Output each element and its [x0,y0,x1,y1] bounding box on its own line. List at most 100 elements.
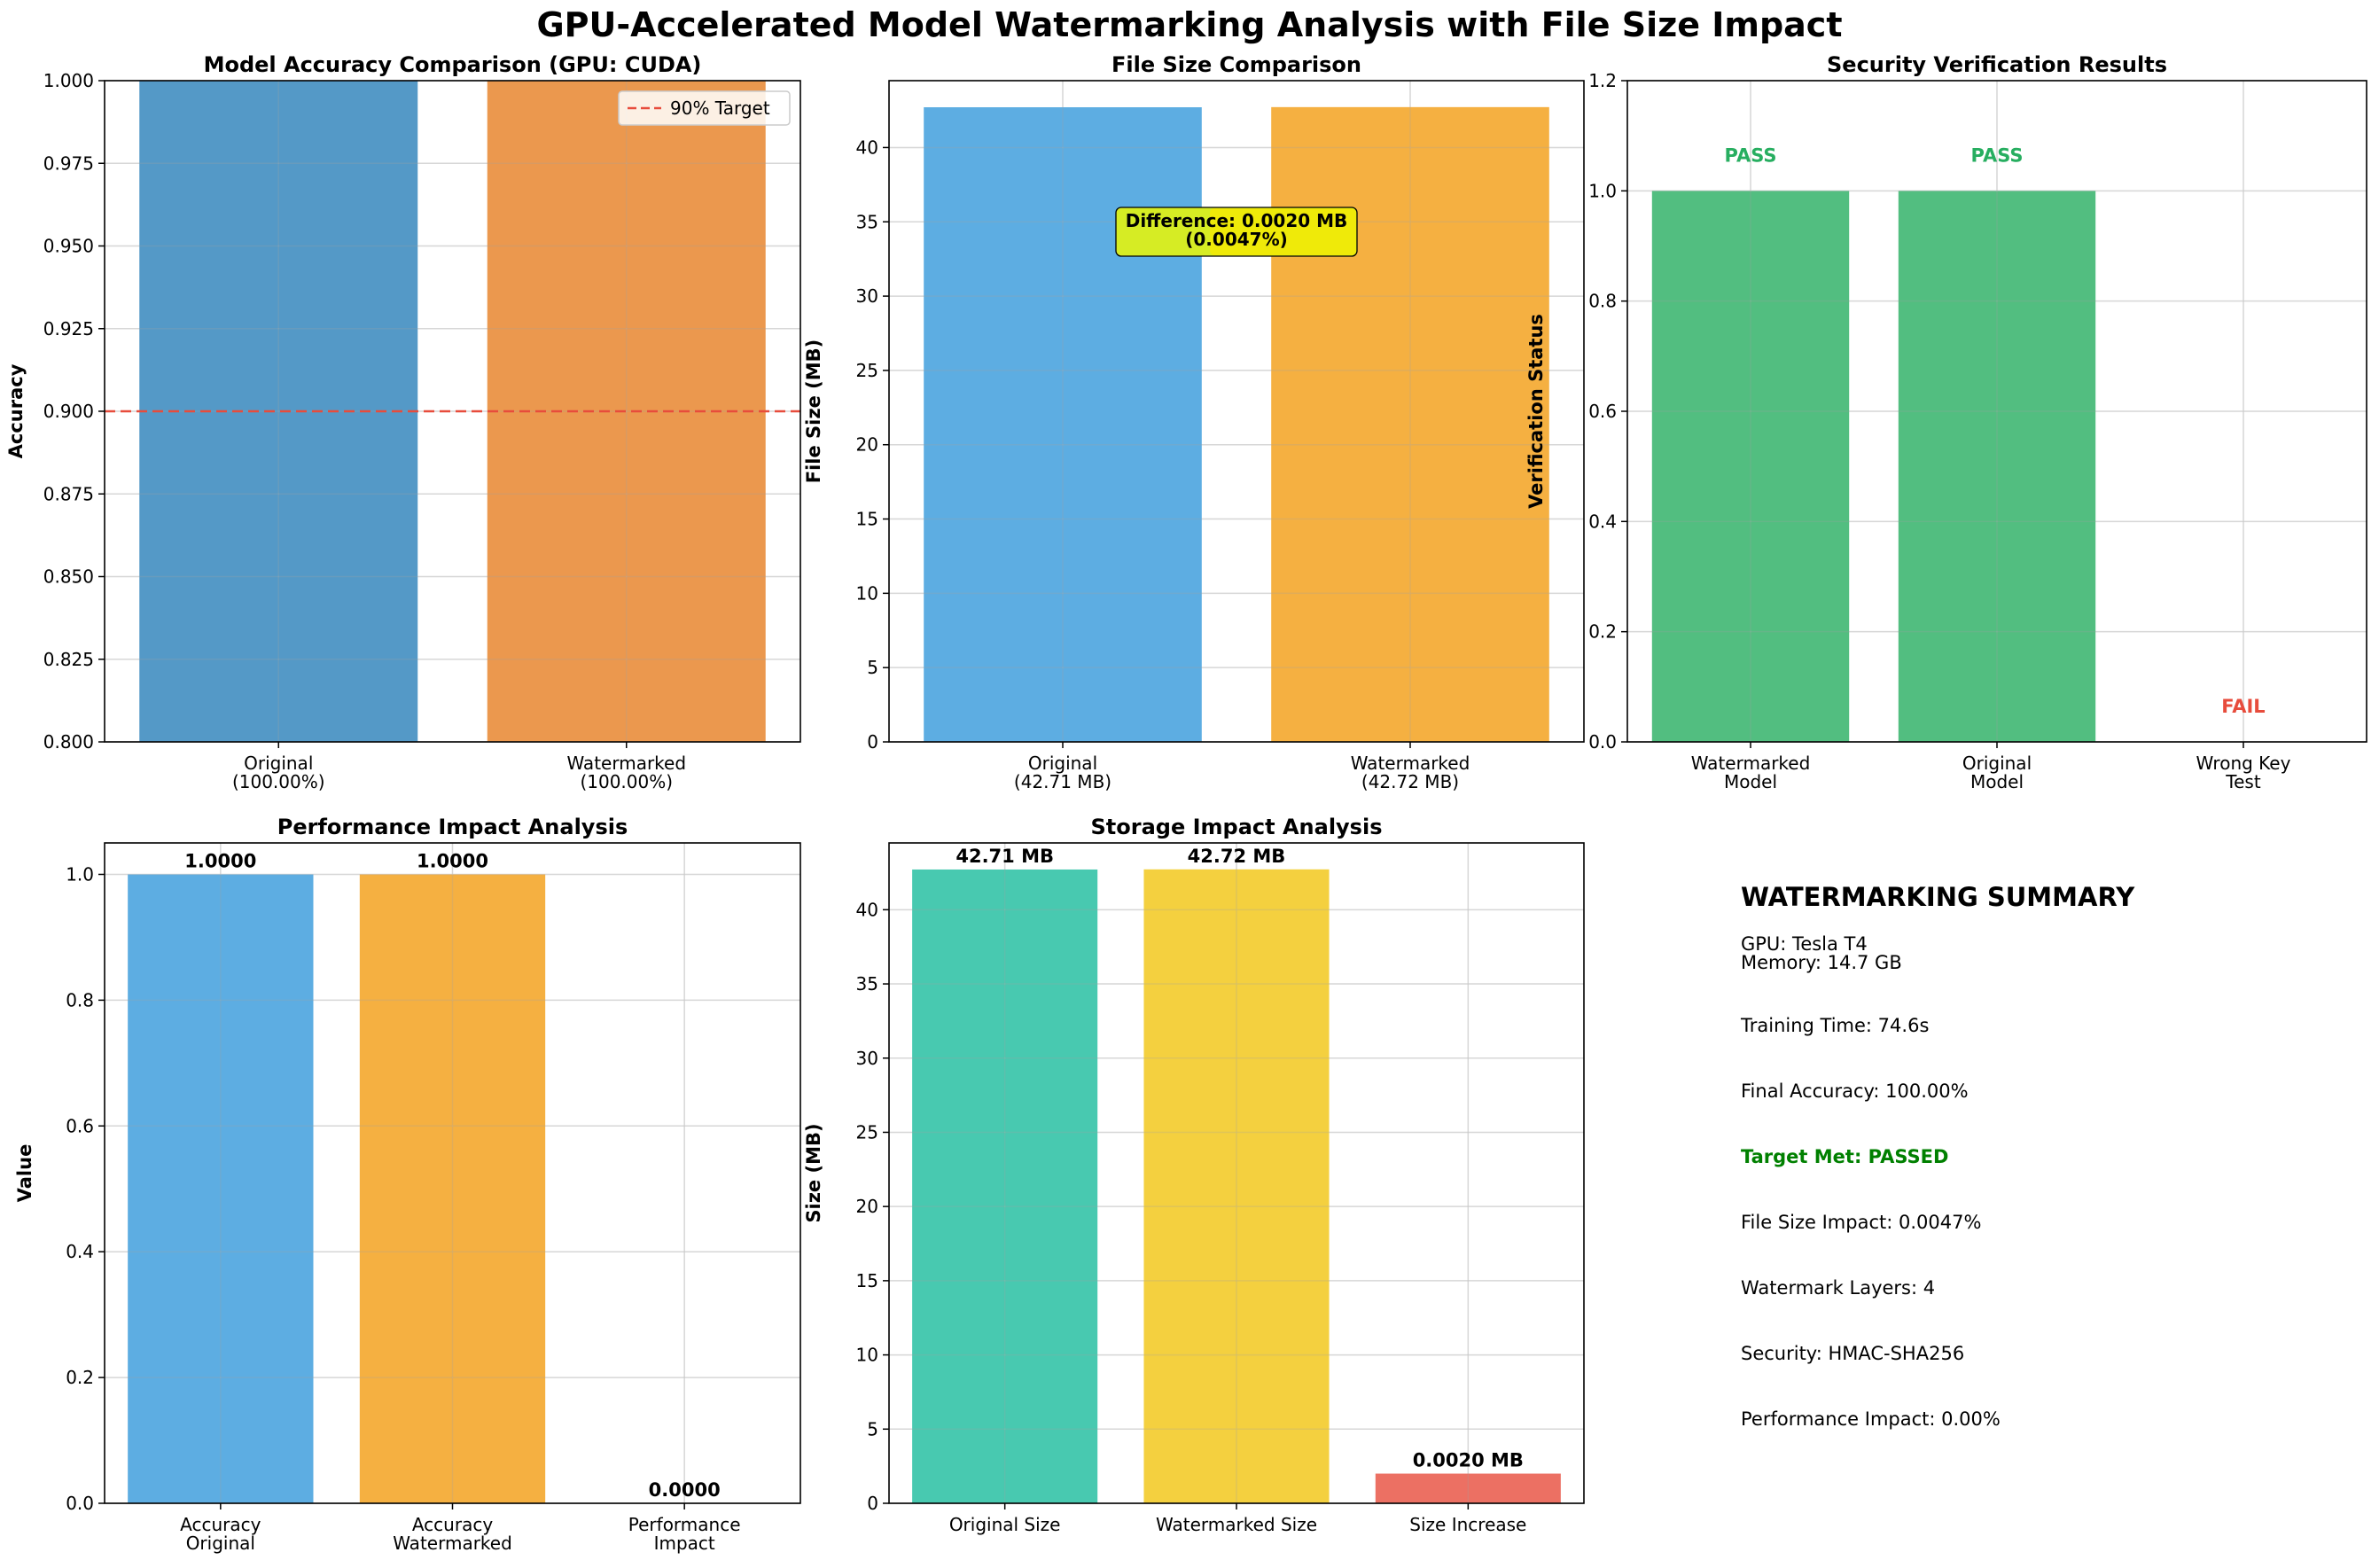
y-tick-label: 0.950 [43,236,94,257]
y-tick-label: 0.975 [43,152,94,174]
bar-value-label: 1.0000 [184,850,256,871]
subplot-title: Model Accuracy Comparison (GPU: CUDA) [204,52,702,77]
y-tick-label: 0.4 [66,1241,94,1262]
x-tick-label: Watermarked (42.72 MB) [1351,753,1470,792]
y-tick-label: 35 [856,211,878,232]
bar [1651,191,1850,743]
y-tick-label: 35 [856,973,878,995]
y-tick-label: 1.0 [1588,180,1617,201]
y-tick-label: 1.0 [66,863,94,885]
summary-gpu: GPU: Tesla T4 Memory: 14.7 GB [1741,933,1902,973]
legend-box [618,90,791,126]
y-tick-label: 30 [856,1048,878,1069]
subplot-2: 0 5 10 15 20 25 30 35 40 Original (42.71 MB) Waterm… [803,52,1585,792]
x-tick-label: Watermarked Size [1156,1514,1317,1535]
y-axis-label: Verification Status [1525,314,1547,509]
subplot-title: Performance Impact Analysis [277,815,628,839]
bar-value-label: 0.0020 MB [1413,1450,1524,1471]
annotation-text: Difference: 0.0020 MB (0.0047%) [1126,210,1348,250]
x-tick-label: Accuracy Original [180,1514,261,1554]
y-tick-label: 40 [856,137,878,158]
summary-target-met: Target Met: PASSED [1741,1146,1949,1167]
bar [1375,1473,1561,1503]
y-axis-label: Accuracy [5,363,27,458]
y-tick-label: 0 [867,1493,878,1514]
y-tick-label: 0.800 [43,731,94,753]
x-tick-label: Size Increase [1409,1514,1526,1535]
y-tick-label: 10 [856,582,878,604]
y-tick-label: 0.4 [1588,511,1617,532]
x-tick-label: Original Model [1962,753,2032,792]
bar-value-label: 42.72 MB [1188,846,1286,867]
y-axis-label: Size (MB) [803,1123,824,1222]
y-tick-label: 0.875 [43,483,94,504]
y-tick-label: 0.0 [66,1493,94,1514]
y-tick-label: 5 [867,657,878,678]
bar-value-label: PASS [1970,144,2023,166]
summary-security: Security: HMAC-SHA256 [1741,1343,1965,1364]
summary-training-time: Training Time: 74.6s [1741,1015,1930,1036]
y-tick-label: 0.8 [1588,291,1617,312]
y-tick-label: 10 [856,1345,878,1366]
y-tick-label: 0.2 [66,1367,94,1388]
y-tick-label: 0 [867,731,878,753]
x-tick-label: Wrong Key Test [2196,753,2291,792]
y-tick-label: 20 [856,1196,878,1217]
y-tick-label: 15 [856,1270,878,1291]
subplot-title: File Size Comparison [1112,52,1361,77]
y-tick-label: 25 [856,1121,878,1143]
y-tick-label: 5 [867,1418,878,1439]
bar [912,869,1098,1503]
x-tick-label: Performance Impact [628,1514,741,1554]
bar-value-label: 0.0000 [649,1479,721,1501]
y-tick-label: 0.850 [43,566,94,588]
y-tick-label: 25 [856,360,878,381]
y-tick-label: 15 [856,509,878,530]
y-tick-label: 0.6 [66,1115,94,1136]
x-tick-label: Watermarked Model [1691,753,1811,792]
bar [128,874,314,1503]
subplot-4: 0.0 0.2 0.4 0.6 0.8 1.0 Accuracy Original Accura… [14,815,801,1554]
bar-value-label: 42.71 MB [956,846,1054,867]
subplot-5: 0 5 10 15 20 25 30 35 40 Original Size Watermarked… [803,815,1585,1535]
bar [1898,191,2096,743]
axes-frame [888,80,1585,743]
y-tick-label: 0.900 [43,401,94,422]
y-axis-label: File Size (MB) [803,339,824,484]
summary-final-accuracy: Final Accuracy: 100.00% [1741,1080,1969,1102]
y-tick-label: 0.925 [43,318,94,339]
legend-label: 90% Target [670,98,770,119]
x-tick-label: Accuracy Watermarked [393,1514,512,1554]
bar-value-label: PASS [1724,144,1776,166]
bar [1143,869,1330,1503]
y-tick-label: 30 [856,285,878,307]
bar-value-label: 1.0000 [417,850,488,871]
bar [359,874,546,1503]
y-axis-label: Value [14,1144,35,1203]
subplot-3: 0.0 0.2 0.4 0.6 0.8 1.0 1.2 Watermarked Model Ori… [1525,52,2367,792]
y-tick-label: 0.0 [1588,731,1617,753]
y-tick-label: 0.6 [1588,401,1617,422]
x-tick-label: Original (100.00%) [232,753,325,792]
y-tick-label: 1.000 [43,70,94,91]
summary-title: WATERMARKING SUMMARY [1741,882,2135,912]
bar-value-label: FAIL [2221,696,2265,717]
summary-performance-impact: Performance Impact: 0.00% [1741,1408,2001,1430]
subplot-title: Storage Impact Analysis [1091,815,1383,839]
summary-file-size-impact: File Size Impact: 0.0047% [1741,1212,1982,1233]
y-tick-label: 40 [856,899,878,920]
watermarking-summary: WATERMARKING SUMMARY GPU: Tesla T4 Memor… [1741,882,2317,1429]
x-tick-label: Original (42.71 MB) [1014,753,1112,792]
subplot-title: Security Verification Results [1827,52,2167,77]
x-tick-label: Watermarked (100.00%) [566,753,686,792]
figure-title: GPU-Accelerated Model Watermarking Analy… [536,5,1843,44]
y-tick-label: 0.2 [1588,621,1617,643]
y-tick-label: 0.8 [66,989,94,1010]
summary-watermark-layers: Watermark Layers: 4 [1741,1277,1936,1299]
x-tick-label: Original Size [949,1514,1061,1535]
annotation-fill [1210,207,1356,255]
subplot-1: 90% Target 0.800 0.825 0.850 0.875 0.900 0.925… [5,52,801,792]
y-tick-label: 20 [856,434,878,456]
y-tick-label: 1.2 [1588,70,1617,91]
